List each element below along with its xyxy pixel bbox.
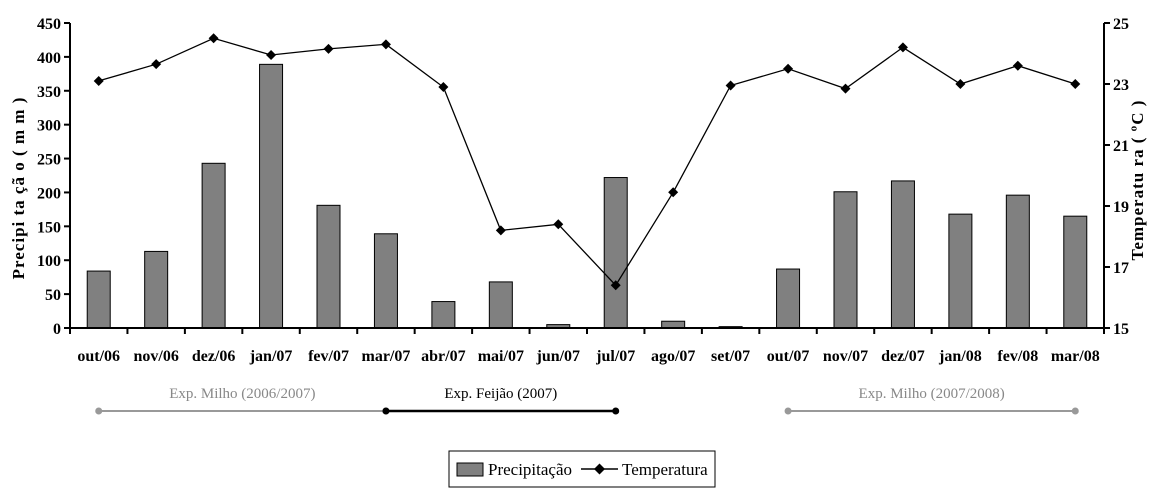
temperature-marker-fev-07 bbox=[323, 43, 334, 54]
y-axis-title: Precipi ta çã o ( m m ) bbox=[9, 97, 28, 280]
y-tick-label-50: 50 bbox=[45, 287, 61, 304]
period-label-2: Exp. Milho (2007/2008) bbox=[859, 386, 1005, 402]
x-tick-label-jan-07: jan/07 bbox=[249, 348, 293, 365]
period-label-0: Exp. Milho (2006/2007) bbox=[169, 386, 315, 402]
y2-tick-label-21: 21 bbox=[1113, 138, 1129, 155]
temperature-marker-nov-06 bbox=[151, 59, 162, 70]
x-tick-label-jul-07: jul/07 bbox=[595, 348, 635, 365]
bar-jan-07 bbox=[259, 63, 284, 329]
temperature-marker-mai-07 bbox=[495, 225, 506, 236]
y-tick-label-100: 100 bbox=[37, 253, 61, 270]
legend: Precipitação Temperatura bbox=[448, 450, 716, 488]
temperature-marker-out-06 bbox=[93, 75, 104, 86]
temperature-line bbox=[98, 37, 1076, 287]
x-tick-label-out-07: out/07 bbox=[767, 348, 810, 365]
temperature-marker-dez-06 bbox=[208, 33, 219, 44]
x-tick-label-fev-08: fev/08 bbox=[997, 348, 1038, 365]
period-start-dot-2 bbox=[784, 407, 792, 415]
temperature-line-layer bbox=[93, 33, 1081, 291]
x-tick-label-set-07: set/07 bbox=[711, 348, 750, 365]
period-end-dot-1 bbox=[612, 407, 620, 415]
legend-label-precipitacao: Precipitação bbox=[488, 460, 572, 479]
temperature-marker-mar-08 bbox=[1070, 79, 1081, 89]
x-tick-label-out-06: out/06 bbox=[77, 348, 120, 365]
y-tick-label-200: 200 bbox=[37, 185, 61, 202]
legend-marker-temperatura bbox=[594, 463, 605, 475]
x-tick-label-jun-07: jun/07 bbox=[535, 348, 580, 365]
y2-tick-label-25: 25 bbox=[1113, 16, 1129, 33]
bar-dez-07 bbox=[890, 180, 915, 329]
x-tick-label-jan-08: jan/08 bbox=[938, 348, 982, 365]
temperature-marker-jan-07 bbox=[266, 50, 277, 61]
temperature-marker-set-07 bbox=[725, 80, 736, 91]
temperature-marker-abr-07 bbox=[438, 82, 449, 93]
y2-tick-label-19: 19 bbox=[1113, 199, 1129, 216]
y-tick-label-300: 300 bbox=[37, 118, 61, 135]
bar-out-07 bbox=[776, 268, 801, 329]
y-tick-label-450: 450 bbox=[37, 16, 61, 33]
period-start-dot-1 bbox=[382, 407, 390, 415]
y2-tick-label-15: 15 bbox=[1113, 321, 1129, 338]
x-tick-label-ago-07: ago/07 bbox=[651, 348, 695, 365]
x-tick-label-dez-06: dez/06 bbox=[192, 348, 236, 365]
bar-fev-07 bbox=[316, 204, 341, 329]
bar-jul-07 bbox=[603, 177, 628, 329]
bar-fev-08 bbox=[1005, 194, 1030, 329]
y-tick-label-250: 250 bbox=[37, 152, 61, 169]
bar-jan-08 bbox=[948, 213, 973, 329]
bar-nov-06 bbox=[144, 250, 169, 329]
x-tick-label-fev-07: fev/07 bbox=[308, 348, 349, 365]
bar-mai-07 bbox=[488, 281, 513, 329]
temperature-marker-jun-07 bbox=[553, 219, 564, 230]
temperature-marker-out-07 bbox=[783, 63, 794, 74]
temperature-marker-mar-07 bbox=[380, 39, 391, 50]
x-tick-label-mar-08: mar/08 bbox=[1051, 348, 1100, 365]
y2-tick-label-17: 17 bbox=[1113, 260, 1129, 277]
x-tick-label-mar-07: mar/07 bbox=[362, 348, 411, 365]
temperature-marker-ago-07 bbox=[668, 187, 679, 198]
period-start-dot-0 bbox=[95, 407, 103, 415]
bar-mar-08 bbox=[1063, 215, 1088, 329]
legend-label-temperatura: Temperatura bbox=[622, 460, 708, 479]
bar-mar-07 bbox=[373, 233, 398, 329]
legend-swatch-precipitacao bbox=[456, 462, 484, 477]
temperature-marker-jan-08 bbox=[955, 79, 966, 89]
y2-tick-label-23: 23 bbox=[1113, 77, 1129, 94]
x-tick-label-nov-06: nov/06 bbox=[133, 348, 178, 365]
period-label-1: Exp. Feijão (2007) bbox=[444, 386, 557, 402]
axes-layer: 0 50 100 150 200 250 300 350 400 450 15 17 19 21 23 25 o… bbox=[37, 16, 1129, 365]
x-tick-label-nov-07: nov/07 bbox=[823, 348, 868, 365]
x-tick-label-abr-07: abr/07 bbox=[421, 348, 465, 365]
y-tick-label-400: 400 bbox=[37, 50, 61, 67]
y-tick-label-150: 150 bbox=[37, 219, 61, 236]
y-tick-label-350: 350 bbox=[37, 84, 61, 101]
bar-abr-07 bbox=[431, 301, 456, 329]
bar-dez-06 bbox=[201, 162, 226, 329]
temperature-marker-jul-07 bbox=[610, 280, 621, 291]
temperature-marker-dez-07 bbox=[897, 42, 908, 53]
bars-layer bbox=[86, 63, 1088, 329]
bar-out-06 bbox=[86, 270, 111, 329]
x-tick-label-mai-07: mai/07 bbox=[478, 348, 524, 365]
temperature-marker-fev-08 bbox=[1012, 60, 1023, 71]
y-tick-label-0: 0 bbox=[53, 321, 61, 338]
y2-axis-title: Temperatu ra ( ºC ) bbox=[1128, 100, 1147, 261]
temperature-marker-nov-07 bbox=[840, 83, 851, 94]
experiment-periods: Exp. Milho (2006/2007) Exp. Feijão (2007)… bbox=[95, 386, 1079, 415]
bar-ago-07 bbox=[661, 320, 686, 329]
bar-nov-07 bbox=[833, 191, 858, 329]
period-end-dot-2 bbox=[1071, 407, 1079, 415]
x-tick-label-dez-07: dez/07 bbox=[881, 348, 925, 365]
